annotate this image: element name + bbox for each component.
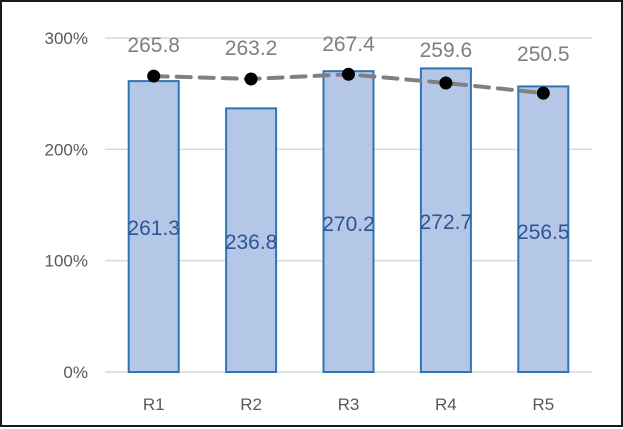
x-tick-label: R4: [435, 395, 457, 414]
bar-value-labels: 261.3 236.8 270.2 272.7 256.5: [127, 211, 569, 254]
x-tick-label: R3: [338, 395, 360, 414]
line-marker: [439, 76, 453, 90]
line-marker: [147, 69, 161, 83]
y-tick-label: 100%: [45, 252, 88, 271]
line-marker: [244, 72, 258, 86]
x-tick-label: R5: [532, 395, 554, 414]
line-value-label: 265.8: [127, 34, 180, 57]
y-axis-tick-labels: 0% 100% 200% 300%: [45, 29, 88, 382]
bar-value-label: 236.8: [225, 231, 278, 254]
line-value-label: 267.4: [322, 33, 375, 56]
line-value-label: 263.2: [225, 37, 278, 60]
line-value-label: 250.5: [517, 43, 570, 66]
bar-value-label: 261.3: [127, 217, 180, 240]
line-markers: [147, 67, 550, 100]
line-marker: [536, 86, 550, 100]
x-axis-tick-labels: R1 R2 R3 R4 R5: [143, 395, 554, 414]
bar: [225, 107, 278, 373]
line-value-label: 259.6: [420, 39, 473, 62]
bar-value-label: 270.2: [322, 213, 375, 236]
bar-value-label: 256.5: [517, 221, 570, 244]
line-value-labels: 265.8 263.2 267.4 259.6 250.5: [127, 33, 569, 66]
y-tick-label: 0%: [63, 363, 88, 382]
x-tick-label: R2: [240, 395, 262, 414]
bar: [517, 85, 570, 374]
bar-value-label: 272.7: [420, 211, 473, 234]
bar: [127, 80, 180, 373]
line-marker: [342, 67, 355, 81]
y-tick-label: 300%: [45, 29, 88, 48]
bars: [127, 67, 570, 374]
y-tick-label: 200%: [45, 140, 88, 159]
x-tick-label: R1: [143, 395, 165, 414]
bar: [419, 67, 472, 373]
